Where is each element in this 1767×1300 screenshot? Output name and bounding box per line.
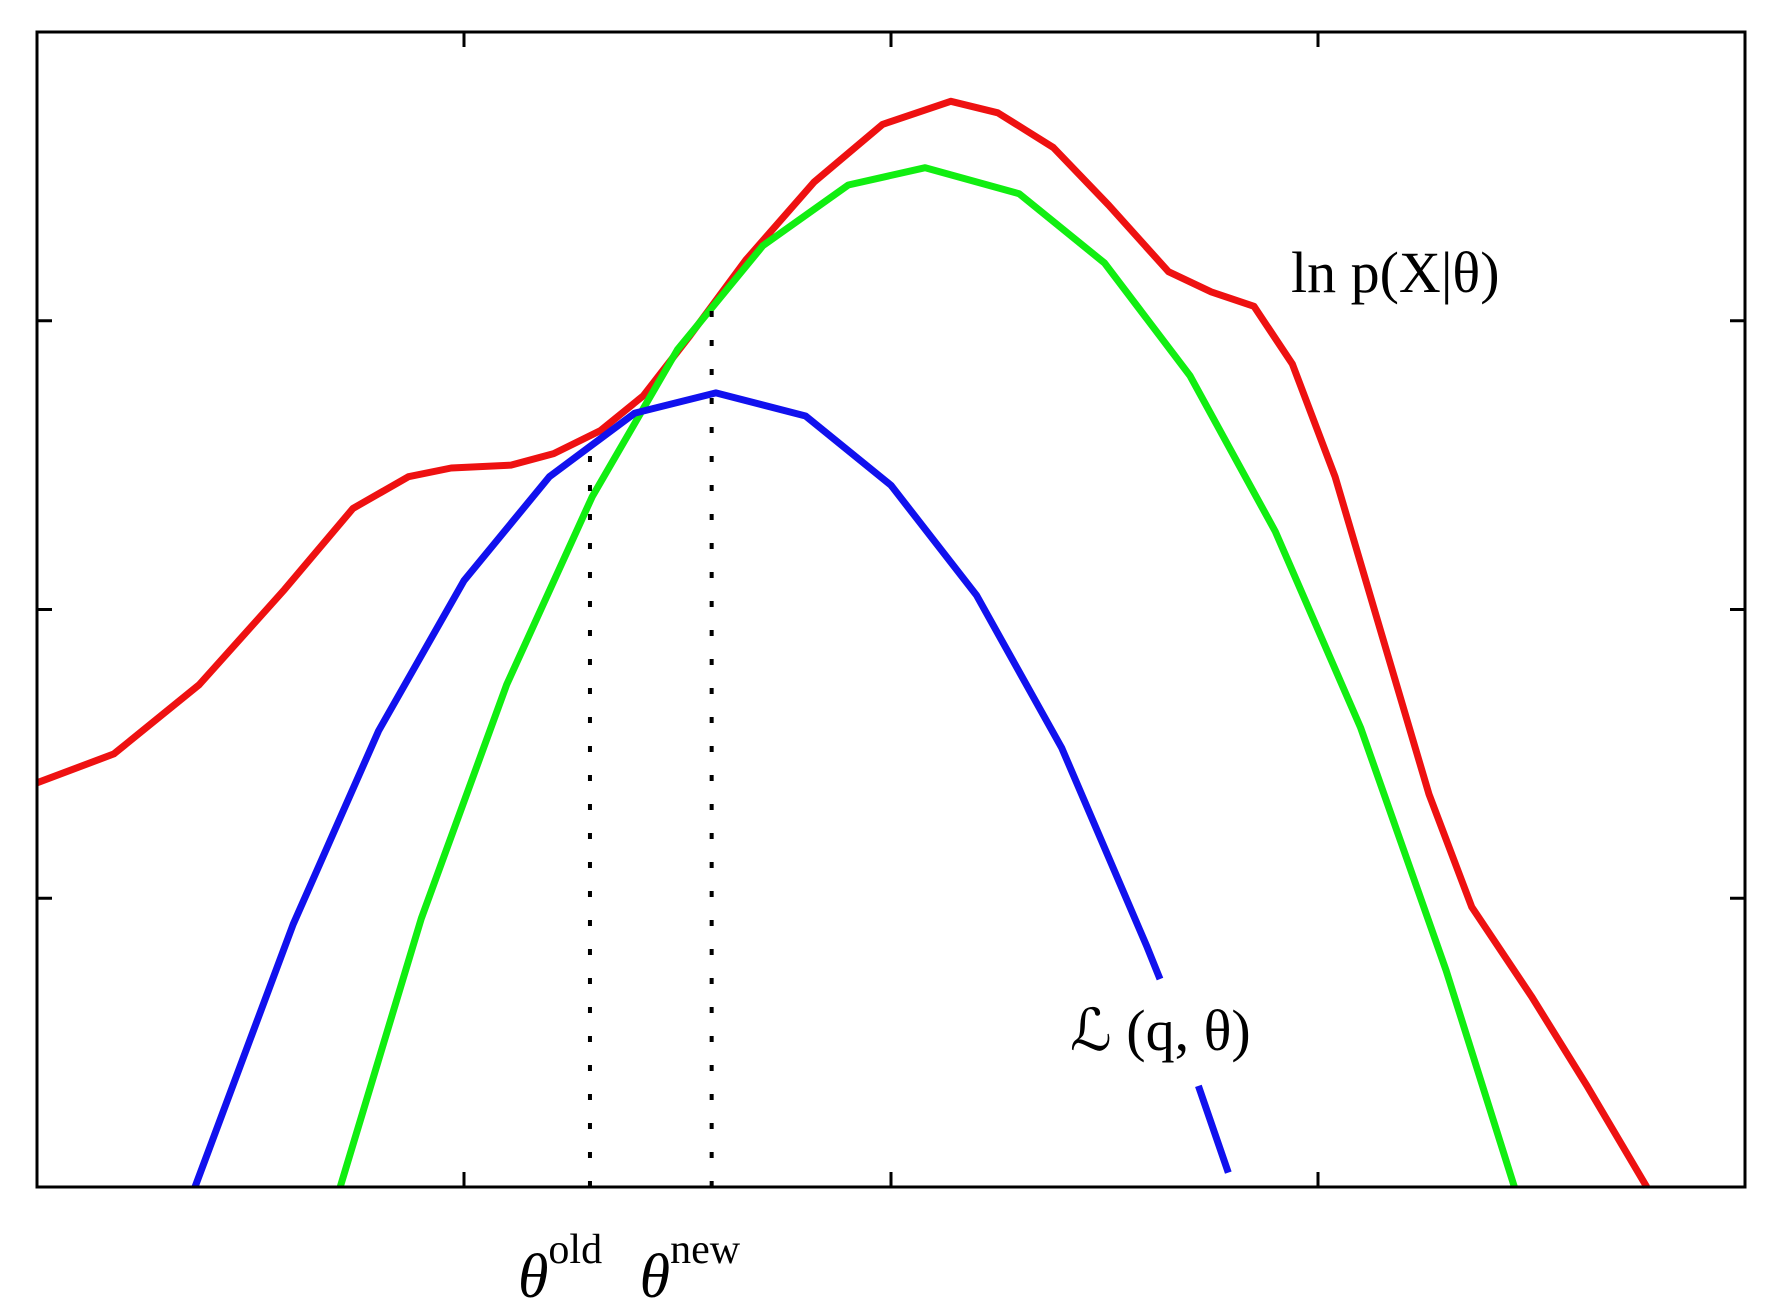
marker-symbol: θ bbox=[518, 1243, 548, 1300]
marker-label: θold bbox=[518, 1227, 602, 1300]
curve bbox=[35, 97, 1650, 1189]
marker-superscript: new bbox=[670, 1227, 741, 1273]
marker-label: θnew bbox=[640, 1227, 741, 1300]
red-curve-label: ln p(X|θ) bbox=[1291, 240, 1500, 305]
curve bbox=[336, 164, 1518, 1189]
plot-frame bbox=[35, 30, 1747, 1189]
curve bbox=[191, 389, 1232, 1189]
curves bbox=[35, 97, 1650, 1189]
marker-superscript: old bbox=[548, 1227, 602, 1273]
blue-curve-label: ℒ (q, θ) bbox=[1070, 998, 1251, 1063]
marker-symbol: θ bbox=[640, 1243, 670, 1300]
